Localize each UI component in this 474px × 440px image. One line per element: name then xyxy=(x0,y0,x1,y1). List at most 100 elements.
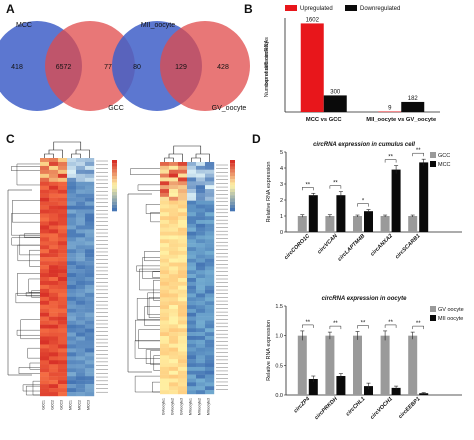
heatmap-cell xyxy=(40,304,50,309)
heatmap-cell xyxy=(178,347,188,352)
heatmap-cell xyxy=(40,312,50,317)
heatmap-cell xyxy=(205,227,215,232)
heatmap-cell xyxy=(187,386,197,391)
column-label: MIIoocyte3 xyxy=(207,398,211,415)
heatmap-cell xyxy=(205,328,215,333)
heatmap-cell xyxy=(49,261,59,266)
heatmap-cell xyxy=(76,300,86,305)
column-label: GVoocyte2 xyxy=(171,398,175,415)
heatmap-cell xyxy=(205,204,215,209)
x-tick-label: circVCAN xyxy=(317,232,340,255)
heatmap-cell xyxy=(178,359,188,364)
heatmap-cell xyxy=(169,173,179,178)
heatmap-cell xyxy=(67,304,77,309)
heatmap-cell xyxy=(178,351,188,356)
heatmap-cell xyxy=(178,165,188,170)
heatmap-cell xyxy=(76,388,86,393)
heatmap-cell xyxy=(160,390,170,395)
heatmap-cell xyxy=(40,364,50,369)
heatmap-cell xyxy=(160,254,170,259)
heatmap-cell xyxy=(178,204,188,209)
heatmap-cell xyxy=(49,241,59,246)
heatmap-cell xyxy=(58,352,68,357)
y-tick-label: 3 xyxy=(280,182,283,188)
heatmap-cell xyxy=(67,332,77,337)
heatmap-cell xyxy=(67,340,77,345)
heatmap-cell xyxy=(169,192,179,197)
heatmap-cell xyxy=(49,344,59,349)
heatmap-cell xyxy=(40,201,50,206)
x-tick-label: circLAPTM4B xyxy=(337,233,367,263)
heatmap-cell xyxy=(85,332,95,337)
heatmap-cell xyxy=(40,237,50,242)
heatmap-cell xyxy=(58,356,68,361)
heatmap-cell xyxy=(205,177,215,182)
color-key-cell xyxy=(230,204,235,209)
heatmap-cell xyxy=(169,258,179,263)
heatmap-cell xyxy=(85,189,95,194)
heatmap-cell xyxy=(178,231,188,236)
heatmap-cell xyxy=(76,360,86,365)
heatmap-cell xyxy=(85,213,95,218)
heatmap-cell xyxy=(187,262,197,267)
heatmap-cell xyxy=(169,208,179,213)
heatmap-cell xyxy=(169,204,179,209)
heatmap-cell xyxy=(85,158,95,163)
heatmap-cell xyxy=(196,305,206,310)
heatmap-cell xyxy=(178,185,188,190)
heatmap-cell xyxy=(160,189,170,194)
heatmap-cell xyxy=(85,316,95,321)
heatmap-cell xyxy=(40,292,50,298)
significance-bracket xyxy=(384,324,397,328)
heatmap-cell xyxy=(67,384,77,389)
significance-label: ** xyxy=(416,321,421,327)
heatmap-cell xyxy=(58,197,68,202)
heatmap-cell xyxy=(160,386,170,391)
column-label: GVoocyte3 xyxy=(180,398,184,415)
heatmap-cell xyxy=(58,277,68,282)
heatmap-cell xyxy=(49,161,59,167)
heatmap-cell xyxy=(40,380,50,385)
venn-left-only-count: 418 xyxy=(11,64,23,71)
heatmap-cell xyxy=(205,320,215,325)
heatmap-cell xyxy=(160,165,170,170)
heatmap-cell xyxy=(205,347,215,352)
heatmap-cell xyxy=(76,364,86,369)
heatmap-cell xyxy=(76,249,86,254)
dendrogram-branch xyxy=(135,319,160,342)
heatmap-cell xyxy=(196,278,206,283)
heatmap-cell xyxy=(187,366,197,371)
heatmap-cell xyxy=(85,364,95,369)
heatmap-cell xyxy=(196,247,206,252)
panel-label-c: C xyxy=(6,132,15,146)
heatmap-cell xyxy=(85,360,95,365)
significance-label: * xyxy=(362,199,365,205)
heatmap-cell xyxy=(58,284,68,290)
heatmap-cell xyxy=(160,270,170,275)
heatmap-cell xyxy=(169,301,179,306)
heatmap-cell xyxy=(169,336,179,341)
heatmap-cell xyxy=(160,351,170,356)
heatmap-cell xyxy=(169,212,179,217)
heatmap-cell xyxy=(49,360,59,365)
bar xyxy=(300,23,324,112)
heatmap-cell xyxy=(160,250,170,255)
heatmap-cell xyxy=(49,165,59,171)
heatmap-cell xyxy=(187,216,197,221)
heatmap-cell xyxy=(169,250,179,255)
heatmap-cell xyxy=(205,220,215,225)
heatmap-cell xyxy=(169,185,179,190)
color-key-cell xyxy=(112,179,117,183)
heatmap-cell xyxy=(205,386,215,391)
heatmap-cell xyxy=(85,173,95,179)
heatmap-cell xyxy=(187,339,197,344)
venn-overlap-count: 129 xyxy=(175,64,187,71)
heatmap-cell xyxy=(205,382,215,387)
heatmap-cell xyxy=(196,266,206,271)
dendrogram-branch xyxy=(136,265,160,272)
legend-label: Downregulated xyxy=(360,6,400,12)
heatmap-cell xyxy=(178,308,188,313)
heatmap-cell xyxy=(49,193,59,198)
heatmap-cell xyxy=(67,368,77,373)
heatmap-cell xyxy=(196,316,206,321)
